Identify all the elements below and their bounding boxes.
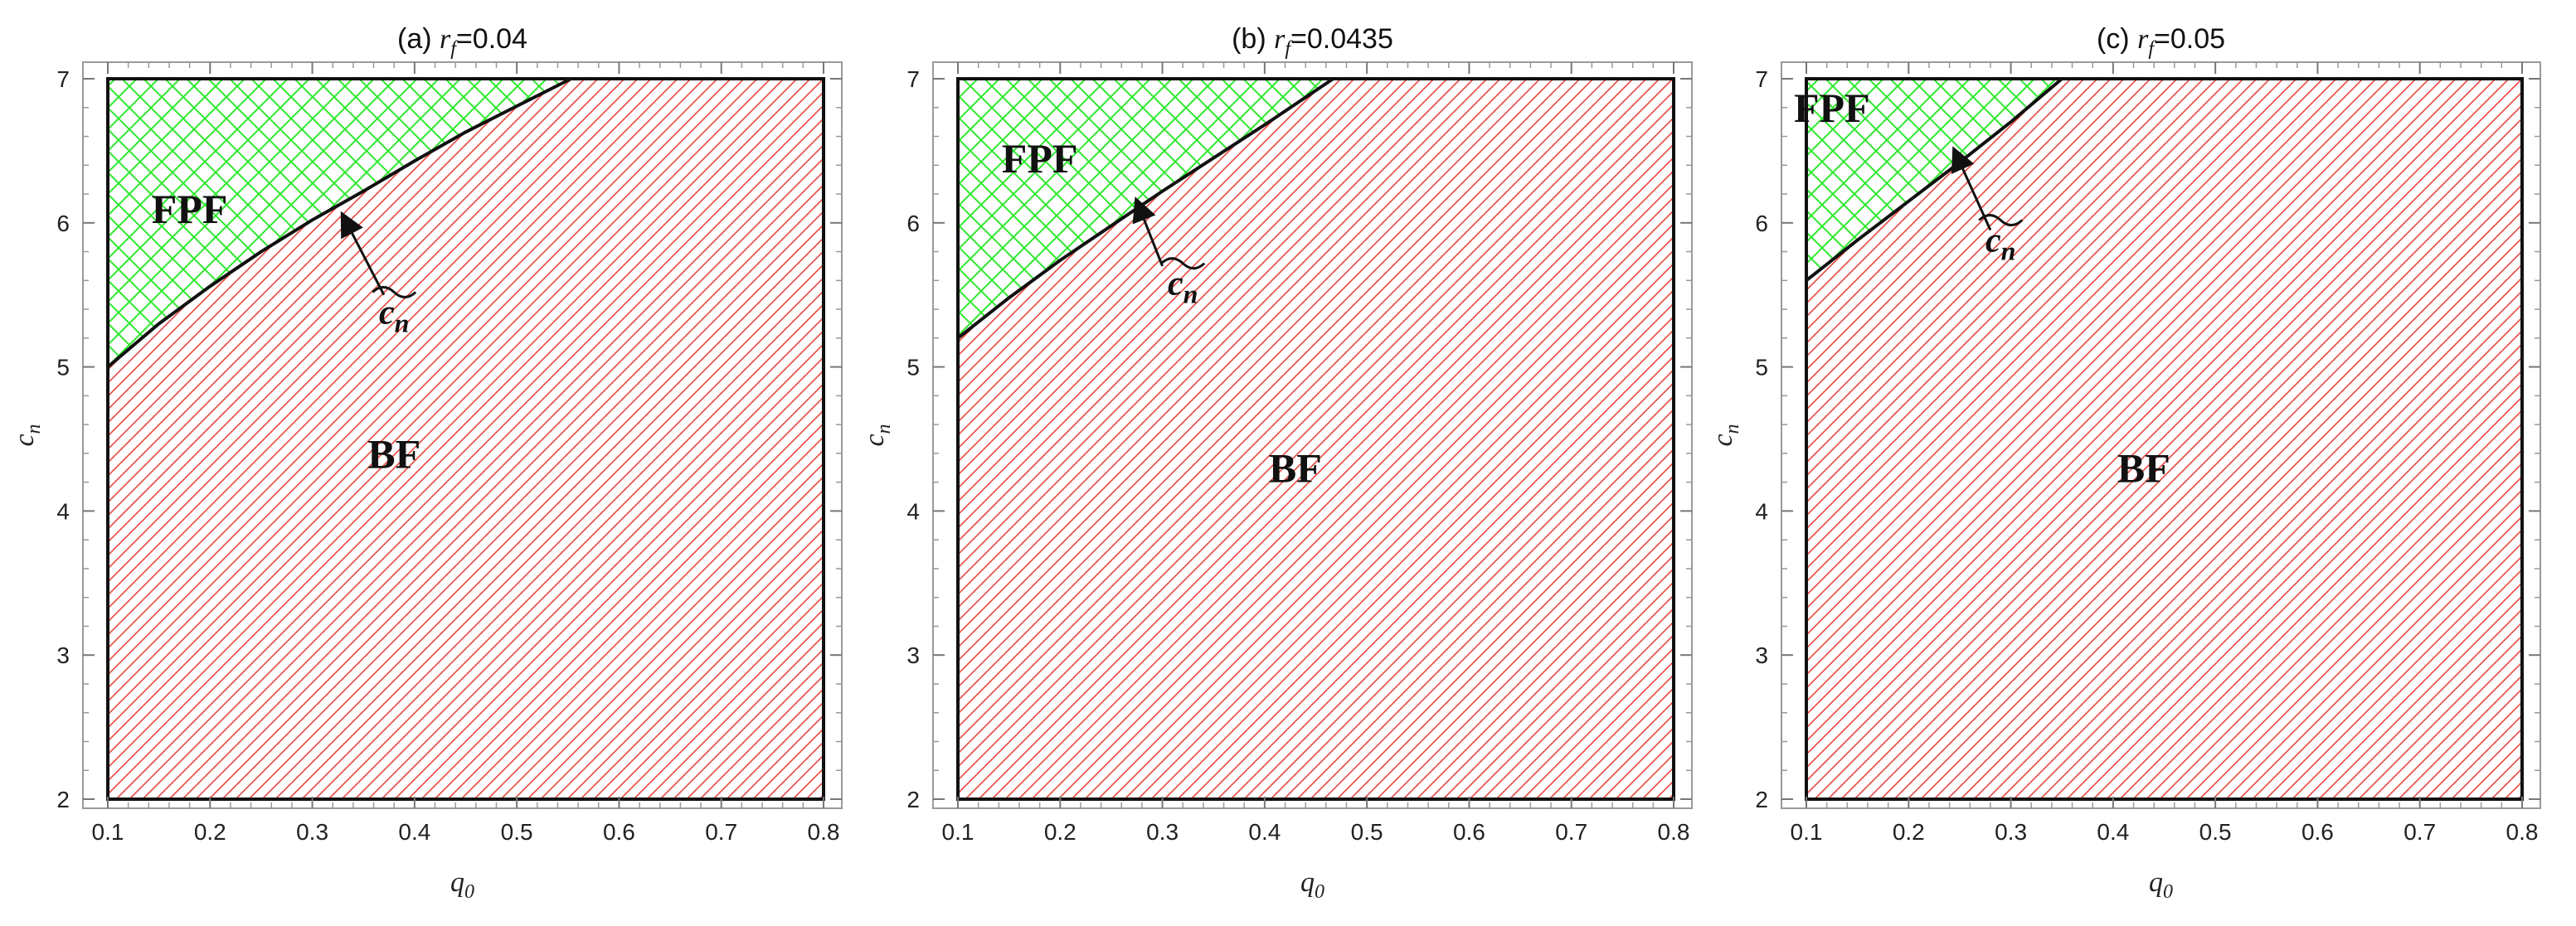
panel-frame [82,61,843,809]
x-tick-label: 0.5 [1351,819,1383,845]
region-label-bf: BF [1269,445,1322,492]
x-tick-label: 0.2 [1044,819,1077,845]
x-tick-label: 0.7 [1555,819,1587,845]
y-tick-label: 5 [906,355,920,381]
title-sub: f [1285,38,1293,60]
region-label-fpf: FPF [152,186,228,232]
y-tick-label: 3 [1755,642,1768,668]
region-label-bf: BF [367,430,420,477]
plot-border [106,77,825,801]
region-bf [108,79,824,799]
y-tick-label: 4 [906,498,920,524]
y-tick-label: 7 [906,66,920,92]
title-var: r [440,24,451,55]
x-tick-label: 0.8 [808,819,840,845]
region-label-fpf: FPF [1794,85,1870,131]
x-tick-label: 0.5 [2199,819,2232,845]
y-tick-label: 3 [906,642,920,668]
y-tick-label: 2 [906,787,920,812]
x-axis-label: q0 [2149,867,2173,903]
x-tick-label: 0.7 [2403,819,2436,845]
panel-title: (c) rf=0.05 [2097,23,2225,60]
x-tick-label: 0.6 [1453,819,1485,845]
title-var: r [2137,24,2149,55]
x-tick-label: 0.3 [296,819,328,845]
y-axis-label: cn [859,424,895,446]
title-var: r [1274,24,1286,55]
tilde-mark [1160,257,1206,270]
y-tick-label: 6 [1755,211,1768,236]
panel-2: 0.1 0.2 0.3 0.4 0.5 0.6 0.7 0.8 2 3 4 5 6 7 (c) rf=0.0… [1708,23,2541,903]
y-tick-label: 6 [906,211,920,236]
x-tick-label: 0.7 [705,819,737,845]
y-tick-label: 7 [56,66,70,92]
x-axis-label: q0 [450,867,474,903]
panel-0: 0.1 0.2 0.3 0.4 0.5 0.6 0.7 0.8 2 3 4 5 6 7 (a) rf=0.0… [9,23,843,903]
x-axis-label: q0 [1300,867,1324,903]
panel-title: (a) rf=0.04 [397,23,527,60]
panel-frame [1781,61,2541,809]
x-tick-label: 0.1 [92,819,124,845]
x-tick-label: 0.4 [1248,819,1281,845]
panel-1: 0.1 0.2 0.3 0.4 0.5 0.6 0.7 0.8 2 3 4 5 6 7 (b) rf=0.0… [859,23,1693,903]
y-tick-label: 2 [56,787,70,812]
tilde-mark [372,285,417,298]
x-tick-label: 0.2 [194,819,226,845]
curve-label: cn [1168,265,1198,309]
x-tick-label: 0.4 [2097,819,2129,845]
title-prefix: (c) [2097,23,2137,55]
y-tick-label: 7 [1755,66,1768,92]
y-axis-label: cn [1708,424,1743,446]
title-value: =0.0435 [1290,23,1393,55]
title-prefix: (a) [397,23,440,55]
boundary-curve [1805,77,2063,282]
y-tick-label: 4 [56,498,70,524]
plot-border [956,77,1675,801]
y-tick-label: 3 [56,642,70,668]
x-tick-label: 0.1 [1791,819,1823,845]
x-tick-label: 0.4 [398,819,430,845]
curve-label: cn [1985,222,2015,266]
x-tick-label: 0.3 [1995,819,2027,845]
x-tick-label: 0.8 [2506,819,2539,845]
annotation-arrow [1132,196,1164,267]
annotation-arrow [340,211,386,296]
region-bf [1806,79,2522,799]
region-fpf [958,79,1334,338]
title-prefix: (b) [1232,23,1274,55]
x-tick-label: 0.1 [942,819,975,845]
x-tick-label: 0.6 [2301,819,2334,845]
title-sub: f [450,38,459,60]
y-tick-label: 2 [1755,787,1768,812]
title-value: =0.04 [456,23,527,55]
title-sub: f [2148,38,2156,60]
x-tick-label: 0.2 [1893,819,1925,845]
curve-label: cn [379,293,409,337]
panel-frame [932,61,1693,809]
x-tick-label: 0.3 [1146,819,1179,845]
x-tick-label: 0.5 [501,819,533,845]
y-tick-label: 4 [1755,498,1768,524]
y-tick-label: 5 [1755,355,1768,381]
region-label-bf: BF [2117,445,2170,492]
panel-title: (b) rf=0.0435 [1232,23,1393,60]
plot-border [1805,77,2524,801]
region-label-fpf: FPF [1002,135,1078,182]
title-value: =0.05 [2154,23,2225,55]
x-tick-label: 0.6 [603,819,635,845]
y-axis-label: cn [9,424,45,446]
region-bf [958,79,1674,799]
tilde-mark [1978,214,2024,227]
region-fpf [108,79,571,367]
y-tick-label: 6 [56,211,70,236]
y-tick-label: 5 [56,355,70,381]
boundary-curve [106,77,572,369]
x-tick-label: 0.8 [1658,819,1690,845]
